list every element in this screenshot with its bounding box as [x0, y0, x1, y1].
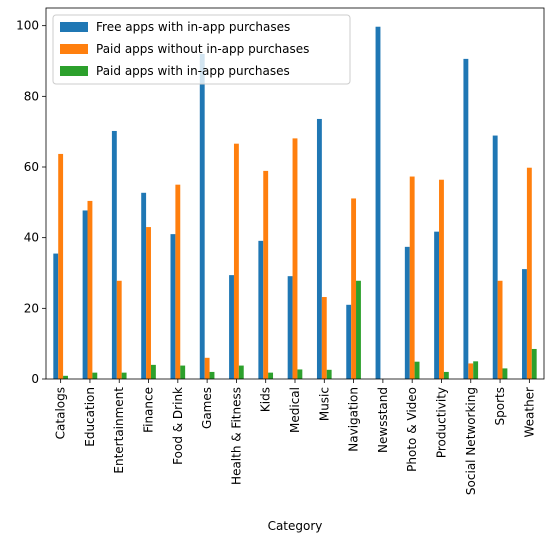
bar-music-series-3 — [326, 369, 332, 379]
bar-finance-series-3 — [150, 364, 156, 379]
bar-health-fitness-series-3 — [238, 365, 244, 379]
bar-education-series-3 — [92, 372, 98, 379]
bar-weather-series-2 — [526, 167, 532, 379]
bar-newsstand-series-1 — [375, 26, 381, 379]
x-tick-label: Productivity — [434, 387, 448, 458]
x-tick-label: Newsstand — [376, 387, 390, 453]
bar-photo-video-series-2 — [409, 176, 415, 379]
bar-sports-series-2 — [497, 280, 503, 379]
bar-social-networking-series-2 — [468, 363, 474, 379]
bar-music-series-1 — [316, 118, 322, 379]
y-tick-label: 80 — [24, 89, 39, 103]
bar-productivity-series-2 — [439, 179, 444, 379]
bar-music-series-2 — [321, 297, 327, 379]
bar-education-series-2 — [87, 200, 93, 379]
legend-swatch — [60, 22, 88, 32]
x-axis-title: Category — [268, 519, 323, 533]
bar-finance-series-2 — [146, 227, 151, 379]
bars-group — [53, 26, 537, 380]
x-axis: Catalogs Education Entertainment Finance Foo… — [54, 379, 536, 495]
bar-medical-series-1 — [287, 276, 293, 379]
x-tick-label: Food & Drink — [171, 387, 185, 465]
bar-medical-series-2 — [292, 138, 298, 379]
bar-navigation-series-2 — [351, 198, 357, 379]
x-tick-label: Navigation — [347, 387, 361, 452]
bar-kids-series-2 — [263, 170, 269, 379]
legend-swatch — [60, 66, 88, 76]
bar-photo-video-series-1 — [404, 246, 410, 379]
bar-health-fitness-series-2 — [233, 143, 239, 379]
bar-entertainment-series-3 — [121, 372, 127, 379]
bar-entertainment-series-2 — [116, 280, 122, 379]
legend-label: Paid apps with in-app purchases — [96, 64, 290, 78]
y-tick-label: 0 — [31, 372, 39, 386]
bar-navigation-series-3 — [356, 280, 361, 379]
bar-photo-video-series-3 — [414, 361, 420, 379]
bar-social-networking-series-1 — [463, 58, 469, 379]
legend: Free apps with in-app purchases Paid apps… — [52, 14, 351, 85]
bar-social-networking-series-3 — [473, 361, 479, 379]
bar-games-series-2 — [204, 357, 210, 379]
bar-navigation-series-1 — [346, 304, 352, 379]
legend-label: Paid apps without in-app purchases — [96, 42, 309, 56]
y-tick-label: 20 — [24, 301, 39, 315]
bar-weather-series-1 — [522, 269, 527, 379]
legend-box — [52, 14, 351, 85]
bar-finance-series-1 — [141, 192, 147, 379]
bar-entertainment-series-1 — [111, 130, 117, 379]
bar-productivity-series-1 — [434, 231, 440, 379]
legend-label: Free apps with in-app purchases — [96, 20, 290, 34]
bar-health-fitness-series-1 — [229, 275, 234, 379]
bar-weather-series-3 — [531, 348, 537, 379]
x-tick-label: Kids — [259, 387, 273, 412]
y-tick-label: 40 — [24, 231, 39, 245]
y-tick-label: 60 — [24, 160, 39, 174]
bar-catalogs-series-1 — [53, 253, 59, 379]
bar-catalogs-series-3 — [63, 375, 68, 379]
bar-catalogs-series-2 — [58, 153, 64, 379]
x-tick-label: Sports — [493, 387, 507, 425]
plot-frame — [45, 7, 545, 380]
bar-education-series-1 — [82, 210, 88, 379]
x-tick-label: Health & Fitness — [229, 387, 243, 485]
bar-food-drink-series-3 — [180, 365, 186, 379]
x-tick-label: Photo & Video — [405, 387, 419, 472]
x-tick-label: Music — [317, 387, 331, 421]
y-tick-label: 100 — [16, 19, 39, 33]
legend-swatch — [60, 44, 88, 54]
bar-kids-series-1 — [258, 240, 264, 379]
x-tick-label: Games — [200, 387, 214, 429]
bar-productivity-series-3 — [443, 371, 449, 379]
bar-games-series-3 — [209, 371, 215, 379]
x-tick-label: Entertainment — [112, 387, 126, 474]
bar-food-drink-series-1 — [170, 234, 176, 379]
x-tick-label: Education — [83, 387, 97, 447]
x-tick-label: Weather — [522, 387, 536, 438]
bar-games-series-1 — [199, 53, 205, 380]
x-tick-label: Medical — [288, 387, 302, 433]
y-axis: 0 20 40 60 80 100 — [16, 19, 46, 386]
bar-sports-series-3 — [502, 368, 508, 379]
x-tick-label: Social Networking — [464, 387, 478, 495]
bar-food-drink-series-2 — [175, 184, 181, 379]
bar-kids-series-3 — [268, 372, 274, 379]
x-tick-label: Catalogs — [54, 387, 68, 439]
bar-medical-series-3 — [297, 369, 303, 379]
x-tick-label: Finance — [142, 387, 156, 433]
bar-sports-series-1 — [492, 135, 498, 379]
